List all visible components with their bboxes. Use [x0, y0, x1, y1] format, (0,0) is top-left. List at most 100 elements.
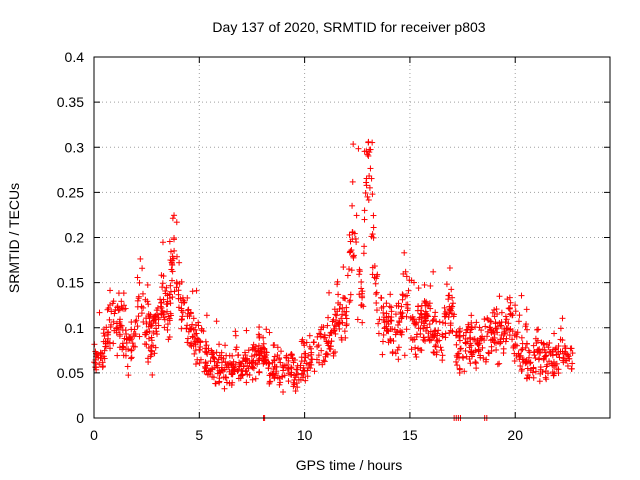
data-point [198, 327, 205, 334]
data-point [392, 350, 399, 357]
data-point [262, 354, 269, 361]
data-point [161, 324, 168, 331]
data-point [361, 207, 368, 214]
data-point [374, 271, 381, 278]
data-point [500, 335, 507, 342]
data-point [548, 360, 555, 367]
data-point [401, 249, 408, 256]
data-point [160, 296, 167, 303]
data-point [560, 350, 567, 357]
data-point [381, 325, 388, 332]
data-point [568, 365, 575, 372]
data-point [103, 324, 110, 331]
data-point [222, 358, 229, 365]
data-point [531, 352, 538, 359]
data-point [530, 342, 537, 349]
data-point [372, 280, 379, 287]
data-point [413, 319, 420, 326]
data-point [270, 357, 277, 364]
data-point [124, 363, 131, 370]
data-point [441, 304, 448, 311]
data-point [504, 296, 511, 303]
data-point [313, 356, 320, 363]
data-point [166, 317, 173, 324]
data-point [170, 255, 177, 262]
data-point [197, 337, 204, 344]
data-point [144, 281, 151, 288]
x-tick-label: 15 [402, 427, 418, 443]
data-point [532, 355, 539, 362]
data-point [498, 332, 505, 339]
data-point [226, 380, 233, 387]
data-point [164, 321, 171, 328]
data-point [188, 325, 195, 332]
data-point [515, 318, 522, 325]
data-point [236, 363, 243, 370]
data-point [423, 310, 430, 317]
data-point [272, 363, 279, 370]
y-axis-label: SRMTID / TECUs [6, 183, 22, 293]
data-point [534, 337, 541, 344]
data-point [544, 361, 551, 368]
data-point [299, 374, 306, 381]
data-point [193, 330, 200, 337]
data-point [164, 301, 171, 308]
data-point [223, 362, 230, 369]
data-point [399, 310, 406, 317]
data-point [358, 301, 365, 308]
data-point [119, 327, 126, 334]
data-point [279, 363, 286, 370]
data-point [181, 299, 188, 306]
data-point [288, 351, 295, 358]
data-point [93, 352, 100, 359]
data-point [427, 282, 434, 289]
data-point [302, 350, 309, 357]
data-point [335, 291, 342, 298]
x-axis-label: GPS time / hours [296, 457, 403, 473]
data-point [517, 362, 524, 369]
data-point [207, 358, 214, 365]
data-point [280, 388, 287, 395]
data-point [109, 300, 116, 307]
data-point [148, 348, 155, 355]
data-point [443, 281, 450, 288]
data-point [231, 366, 238, 373]
data-point [293, 380, 300, 387]
data-point [347, 291, 354, 298]
data-point [149, 371, 156, 378]
data-point [350, 141, 357, 148]
data-point [108, 308, 115, 315]
data-point [394, 321, 401, 328]
data-point [142, 296, 149, 303]
data-point [466, 356, 473, 362]
data-point [311, 368, 318, 375]
data-point [468, 312, 475, 319]
data-point [446, 265, 453, 272]
data-point [128, 355, 135, 362]
data-point [333, 317, 340, 324]
data-point [229, 371, 236, 378]
data-point [195, 319, 202, 326]
data-point [348, 267, 355, 274]
data-point [535, 347, 542, 354]
data-point [393, 329, 400, 336]
data-point [378, 294, 385, 301]
data-point [326, 289, 333, 296]
data-point [466, 334, 473, 341]
data-point [568, 345, 575, 352]
data-point [453, 358, 460, 365]
data-point [204, 370, 211, 377]
data-point [358, 278, 365, 285]
data-point [457, 328, 464, 335]
data-point [290, 359, 297, 366]
data-point [118, 298, 125, 305]
data-point [430, 331, 437, 338]
data-point [97, 355, 104, 362]
data-point [474, 337, 481, 344]
y-tick-label: 0 [76, 410, 84, 426]
data-point [326, 345, 333, 352]
data-point [140, 318, 147, 325]
data-point [193, 287, 200, 294]
data-point [437, 344, 444, 351]
data-point [250, 359, 257, 366]
